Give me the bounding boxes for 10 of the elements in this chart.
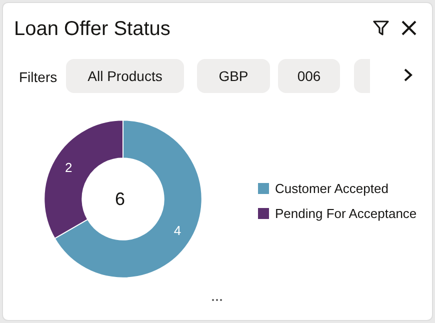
text: All Products [66, 59, 184, 93]
text: Filters [19, 69, 58, 85]
chart-title: Loan Offer Status [14, 18, 170, 41]
text: 6 [115, 189, 126, 209]
legend-label: Customer Accepted [275, 181, 388, 196]
text: 006 [278, 59, 340, 93]
data-label: 4 [174, 222, 182, 238]
legend-label: Pending For Acceptance [275, 206, 417, 221]
text: GBP [197, 59, 270, 93]
data-label: 2 [64, 160, 72, 176]
